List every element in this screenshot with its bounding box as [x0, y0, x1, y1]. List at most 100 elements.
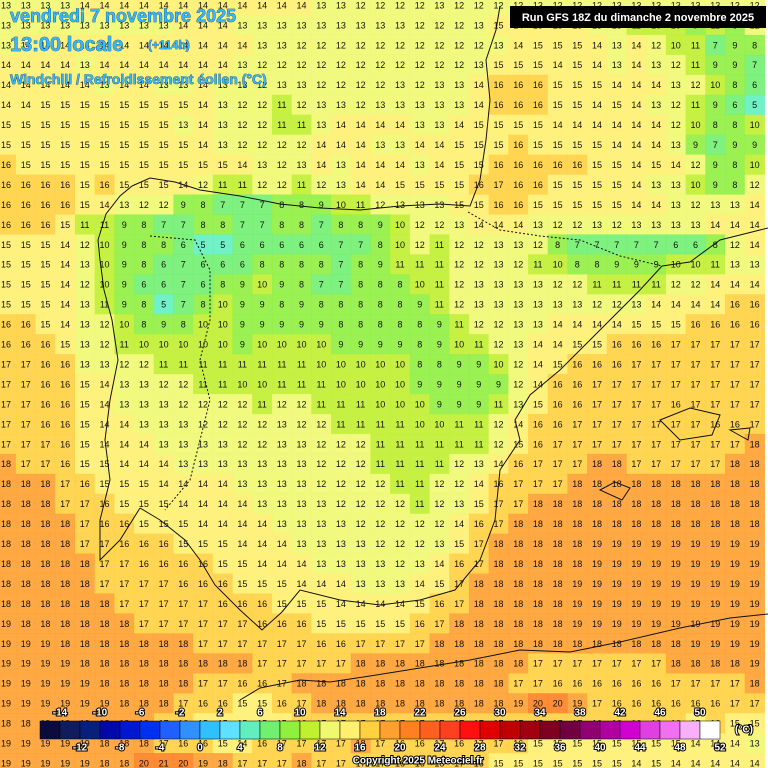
grid-value: 16: [159, 539, 169, 549]
grid-value: 18: [671, 519, 681, 529]
grid-value: 14: [651, 300, 661, 310]
grid-value: 13: [277, 20, 287, 30]
grid-value: 15: [60, 140, 70, 150]
grid-value: 12: [690, 200, 700, 210]
grid-value: 16: [750, 300, 760, 310]
grid-value: 18: [60, 559, 70, 569]
grid-value: 16: [178, 739, 188, 749]
grid-value: 10: [99, 280, 109, 290]
legend-label: 14: [334, 708, 346, 719]
grid-value: 19: [690, 579, 700, 589]
cell: [587, 34, 608, 56]
grid-value: 14: [356, 160, 366, 170]
grid-value: 11: [297, 359, 306, 369]
grid-value: 17: [533, 479, 543, 489]
cell: [94, 114, 115, 136]
grid-value: 18: [237, 659, 247, 669]
grid-value: 15: [237, 579, 247, 589]
grid-value: 17: [119, 559, 129, 569]
grid-value: 14: [533, 340, 543, 350]
grid-value: 14: [651, 140, 661, 150]
grid-value: 14: [631, 140, 641, 150]
grid-value: 13: [218, 140, 228, 150]
grid-value: 13: [533, 320, 543, 330]
grid-value: 7: [240, 220, 245, 230]
grid-value: 14: [671, 300, 681, 310]
cell: [94, 294, 115, 315]
cell: [567, 274, 588, 295]
grid-value: 15: [651, 739, 661, 749]
grid-value: 15: [612, 160, 622, 170]
grid-value: 18: [690, 479, 700, 489]
grid-value: 8: [181, 320, 186, 330]
cell: [134, 214, 155, 235]
grid-value: 17: [218, 639, 228, 649]
cell: [606, 174, 628, 196]
cell: [705, 294, 726, 315]
cell: [567, 294, 588, 315]
grid-value: 13: [296, 160, 306, 170]
cell: [665, 334, 687, 355]
cell: [212, 254, 234, 275]
cell: [685, 254, 706, 275]
grid-value: 9: [437, 320, 442, 330]
cell: [390, 14, 411, 36]
cell: [134, 254, 155, 275]
cell: [606, 94, 628, 116]
cell: [212, 294, 234, 315]
grid-value: 10: [316, 340, 326, 350]
grid-value: 13: [750, 739, 760, 749]
grid-value: 12: [395, 539, 405, 549]
cell: [331, 154, 352, 176]
legend-swatch: [199, 720, 221, 740]
legend-swatch: [239, 720, 261, 740]
grid-value: 16: [671, 699, 681, 709]
grid-value: 18: [493, 679, 503, 689]
grid-value: 15: [159, 140, 169, 150]
grid-value: 13: [375, 20, 385, 30]
grid-value: 10: [671, 260, 681, 270]
cell: [252, 74, 273, 96]
cell: [390, 34, 411, 56]
cell: [449, 14, 470, 36]
grid-value: 14: [356, 180, 366, 190]
cell: [587, 74, 608, 96]
grid-value: 17: [493, 499, 503, 509]
grid-value: 19: [572, 619, 582, 629]
grid-value: 18: [513, 579, 523, 589]
grid-value: 19: [730, 639, 740, 649]
grid-value: 13: [80, 60, 90, 70]
cell: [606, 334, 628, 355]
cell: [15, 254, 37, 275]
cell: [547, 94, 568, 116]
grid-value: 15: [415, 599, 425, 609]
grid-value: 9: [240, 280, 245, 290]
legend-label: 48: [674, 743, 686, 754]
grid-value: 18: [631, 499, 641, 509]
cell: [606, 54, 628, 76]
grid-value: 17: [730, 679, 740, 689]
grid-value: 13: [218, 459, 228, 469]
grid-value: 19: [40, 659, 50, 669]
grid-value: 13: [218, 120, 228, 130]
grid-value: 17: [336, 659, 346, 669]
grid-value: 18: [572, 559, 582, 569]
grid-value: 17: [356, 639, 366, 649]
grid-value: 18: [612, 459, 622, 469]
grid-value: 16: [454, 739, 464, 749]
grid-value: 19: [710, 539, 720, 549]
cell: [0, 0, 17, 16]
cell: [252, 114, 273, 136]
grid-value: 14: [631, 120, 641, 130]
grid-value: 12: [99, 320, 109, 330]
grid-value: 14: [40, 60, 50, 70]
cell: [468, 294, 490, 315]
grid-value: 8: [319, 260, 324, 270]
cell: [193, 134, 214, 156]
grid-value: 18: [553, 579, 563, 589]
cell: [646, 54, 667, 76]
grid-value: 17: [690, 399, 700, 409]
cell: [350, 94, 371, 116]
grid-value: 17: [592, 379, 602, 389]
grid-value: 19: [690, 559, 700, 569]
